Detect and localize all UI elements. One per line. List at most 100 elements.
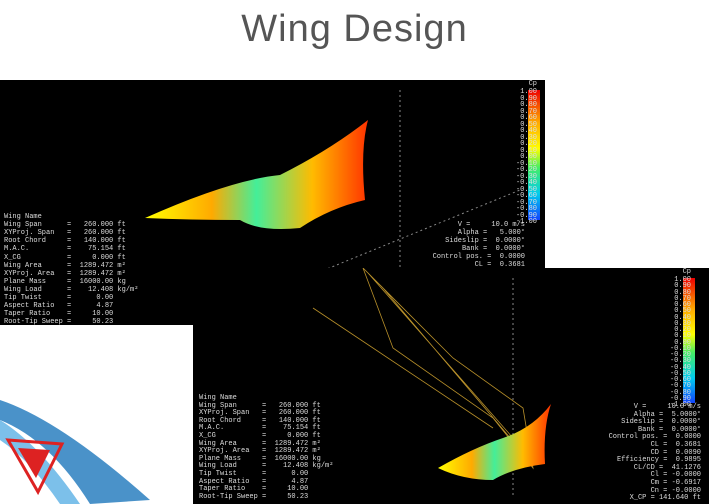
info-line: V = 10.0 m/s [457, 221, 525, 229]
screenshot: Wing Name Wing Span = 260.000 ft XYProj. S… [193, 268, 709, 504]
info-line: XYProj. Area = 1289.472 m² [4, 269, 126, 278]
info-line: -0.80 [515, 205, 537, 213]
wing-view [312, 268, 695, 498]
info-line: Taper Ratio = 10.00 [199, 485, 309, 494]
info-line: -0.70 [669, 382, 691, 391]
info-line: 0.70 [520, 107, 537, 116]
info-line: -1.00 [515, 218, 537, 226]
info-line: X_CG = 0.000 ft [199, 432, 321, 440]
swoosh [0, 400, 150, 504]
info-line: Cp [528, 80, 537, 88]
info-line: Plane Mass = 16000.00 kg [199, 454, 321, 463]
info-line: 0.40 [520, 127, 537, 135]
info-line: M.A.C. = 75.154 ft [4, 245, 126, 254]
info-line: Control pos. = 0.0000 [432, 253, 525, 261]
info-line: Root Chord = 140.000 ft [199, 416, 321, 425]
color-bar [528, 90, 540, 220]
info-line: Cp [682, 268, 691, 276]
info-line: Wing Area = 1289.472 m² [199, 439, 321, 448]
info-line: M.A.C. = 75.154 ft [199, 424, 321, 433]
info-line: 0.60 [674, 301, 691, 309]
info-line: XYProj. Span = 260.000 ft [4, 229, 126, 238]
info-line: Sideslip = 0.0000° [621, 418, 701, 427]
info-line: Root Chord = 140.000 ft [4, 237, 126, 246]
info-line: 0.40 [674, 313, 691, 322]
info-line: Root-Tip Sweep = 50.23 [4, 318, 114, 325]
info-line: 0.50 [674, 307, 691, 316]
info-line: 0.20 [520, 140, 537, 148]
info-line: Plane Mass = 16000.00 kg [4, 277, 126, 286]
info-line: Aspect Ratio = 4.87 [199, 477, 309, 486]
info-line: 0.20 [674, 326, 691, 334]
info-line: Wing Area = 1289.472 m² [4, 261, 126, 270]
info-line: -0.80 [669, 388, 691, 397]
info-line: -0.30 [515, 172, 537, 181]
logo [5, 438, 65, 496]
info-line: V = 10.0 m/s [633, 403, 701, 411]
info-line: XYProj. Span = 260.000 ft [199, 409, 321, 418]
info-line: 0.10 [520, 146, 537, 155]
info-line: -0.30 [669, 357, 691, 366]
info-line: -0.40 [669, 363, 691, 372]
info-line: 0.00 [520, 153, 537, 161]
info-line: 0.70 [674, 294, 691, 303]
info-line: -0.90 [669, 394, 691, 403]
info-line: Root-Tip Sweep = 50.23 [199, 492, 309, 501]
info-line: CL = 0.3681 [474, 261, 525, 269]
info-line: Aspect Ratio = 4.87 [4, 302, 114, 311]
info-line: 0.80 [520, 101, 537, 109]
info-line: Alpha = 5.000° [457, 229, 525, 237]
info-line: Tip Twist = 0.00 [199, 470, 309, 478]
info-line: 0.60 [520, 114, 537, 122]
wing [438, 404, 551, 480]
info-line: -1.00 [669, 401, 691, 409]
info-line: Cl = -0.0000 [650, 471, 701, 480]
slide-title: Wing Design [241, 8, 468, 50]
info-line: X_CP = 141.640 ft [629, 494, 701, 503]
info-line: -0.20 [515, 166, 537, 174]
info-line: 0.90 [520, 94, 537, 103]
info-line: Wing Span = 260.000 ft [199, 401, 321, 410]
info-line: Cn = -0.0000 [650, 486, 701, 495]
info-line: Wing Load = 12.408 kg/m² [4, 285, 139, 294]
info-line: -0.20 [669, 351, 691, 359]
info-line: Cm = -0.6917 [650, 479, 701, 487]
info-line: 1.00 [674, 276, 691, 284]
color-bar [683, 278, 695, 403]
info-line: 0.10 [674, 332, 691, 341]
info-line: -0.50 [669, 369, 691, 378]
info-line: 0.50 [520, 120, 537, 129]
info-line: Sideslip = 0.0000° [445, 237, 525, 245]
wake [312, 268, 534, 470]
info-line: Control pos. = 0.0000 [608, 433, 701, 442]
info-line: 0.00 [674, 338, 691, 347]
info-line: Taper Ratio = 10.00 [4, 310, 114, 319]
info-line: -0.90 [515, 211, 537, 220]
info-line: Wing Span = 260.000 ft [4, 221, 126, 230]
info-line: Alpha = 5.0000° [633, 410, 701, 419]
info-line: Bank = 0.0000° [461, 245, 525, 253]
info-line: -0.40 [515, 179, 537, 187]
info-line: Tip Twist = 0.00 [4, 294, 114, 302]
logo [18, 448, 50, 478]
info-line: 0.30 [520, 133, 537, 142]
info-line: -0.60 [515, 192, 537, 200]
info-line: CD = 0.0090 [650, 448, 701, 457]
info-line: Wing Load = 12.408 kg/m² [199, 462, 334, 471]
info-line: Wing Name [199, 394, 237, 402]
info-line: Wing Name [4, 213, 42, 221]
info-line: 0.90 [674, 282, 691, 291]
info-line: -0.10 [515, 159, 537, 168]
info-line: -0.50 [515, 185, 537, 194]
info-line: -0.60 [669, 376, 691, 384]
info-line: Bank = 0.0000° [637, 425, 701, 434]
info-line: 1.00 [520, 88, 537, 96]
info-line: 0.30 [674, 319, 691, 328]
info-line: CL = 0.3681 [650, 441, 701, 449]
info-line: 0.80 [674, 288, 691, 297]
info-line: XYProj. Area = 1289.472 m² [199, 447, 321, 456]
info-line: -0.70 [515, 198, 537, 207]
info-line: CL/CD = 41.1276 [633, 463, 701, 472]
info-line: -0.10 [669, 344, 691, 353]
